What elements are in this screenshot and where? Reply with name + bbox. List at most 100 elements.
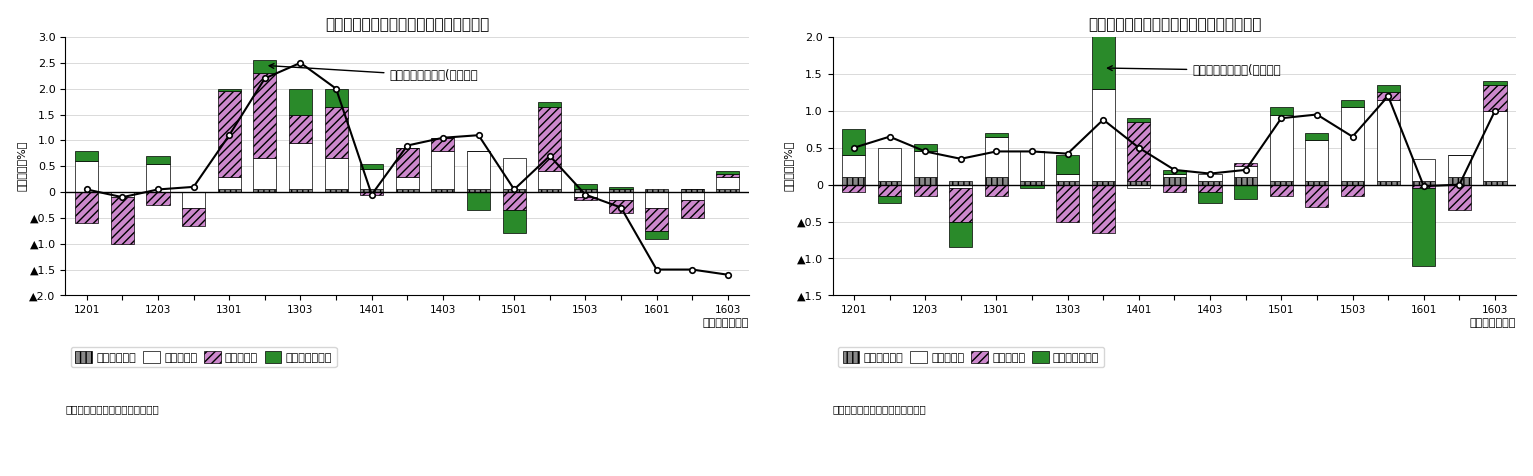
Bar — [645, 189, 668, 192]
Bar — [431, 138, 454, 151]
Bar — [1305, 133, 1329, 140]
Bar — [325, 159, 348, 189]
Y-axis label: （前年差、%）: （前年差、%） — [17, 141, 26, 191]
Bar — [360, 189, 383, 192]
Bar — [842, 129, 866, 155]
Bar — [1377, 181, 1400, 185]
X-axis label: （年・四半期）: （年・四半期） — [702, 318, 750, 328]
Bar — [1447, 185, 1472, 210]
Bar — [1234, 185, 1257, 199]
Bar — [1234, 177, 1257, 185]
Bar — [984, 137, 1007, 177]
Title: 売上高経常利益率の要因分解（非製造業）: 売上高経常利益率の要因分解（非製造業） — [1088, 17, 1262, 32]
Bar — [878, 181, 901, 185]
Bar — [468, 189, 491, 192]
Bar — [147, 156, 170, 164]
Bar — [325, 189, 348, 192]
Bar — [1056, 185, 1079, 221]
Bar — [75, 192, 98, 223]
Bar — [503, 192, 526, 210]
Bar — [1447, 155, 1472, 177]
Title: 売上高経常利益率の要因分解（製造業）: 売上高経常利益率の要因分解（製造業） — [325, 17, 489, 32]
Y-axis label: （前年差、%）: （前年差、%） — [783, 141, 794, 191]
Bar — [949, 221, 972, 248]
Bar — [1091, 185, 1114, 233]
Bar — [645, 192, 668, 208]
Bar — [253, 60, 276, 73]
Bar — [1412, 185, 1435, 188]
Bar — [914, 144, 937, 151]
Bar — [1021, 185, 1044, 188]
Bar — [503, 159, 526, 189]
Bar — [984, 133, 1007, 137]
Text: （資料）財務省「法人企業統計」: （資料）財務省「法人企業統計」 — [832, 404, 926, 414]
Bar — [573, 184, 596, 189]
X-axis label: （年・四半期）: （年・四半期） — [1470, 318, 1516, 328]
Bar — [75, 161, 98, 192]
Bar — [538, 189, 561, 192]
Bar — [1269, 107, 1292, 115]
Bar — [1164, 177, 1187, 185]
Bar — [360, 169, 383, 189]
Bar — [984, 177, 1007, 185]
Bar — [610, 200, 633, 213]
Bar — [253, 159, 276, 189]
Bar — [1021, 181, 1044, 185]
Bar — [716, 171, 739, 174]
Bar — [1484, 85, 1507, 111]
Bar — [325, 107, 348, 159]
Bar — [949, 188, 972, 221]
Bar — [1199, 185, 1222, 192]
Bar — [1056, 181, 1079, 185]
Bar — [1269, 115, 1292, 181]
Bar — [1199, 181, 1222, 185]
Bar — [538, 171, 561, 189]
Bar — [716, 174, 739, 177]
Bar — [1269, 185, 1292, 196]
Bar — [1091, 89, 1114, 181]
Bar — [1127, 185, 1150, 188]
Text: 売上高経常利益率(前年差）: 売上高経常利益率(前年差） — [270, 64, 478, 82]
Bar — [1305, 185, 1329, 207]
Bar — [573, 189, 596, 192]
Bar — [1447, 177, 1472, 185]
Bar — [878, 185, 901, 196]
Bar — [1484, 111, 1507, 181]
Bar — [573, 197, 596, 200]
Bar — [253, 73, 276, 159]
Bar — [681, 189, 704, 192]
Bar — [147, 192, 170, 205]
Bar — [503, 189, 526, 192]
Bar — [538, 107, 561, 171]
Bar — [218, 189, 241, 192]
Bar — [218, 177, 241, 189]
Bar — [610, 187, 633, 189]
Bar — [1305, 140, 1329, 181]
Bar — [645, 208, 668, 231]
Bar — [1056, 174, 1079, 181]
Bar — [288, 89, 313, 115]
Bar — [1127, 118, 1150, 122]
Bar — [182, 192, 205, 208]
Bar — [914, 185, 937, 196]
Bar — [1377, 100, 1400, 181]
Bar — [610, 189, 633, 192]
Bar — [681, 200, 704, 218]
Bar — [1269, 181, 1292, 185]
Bar — [949, 185, 972, 188]
Bar — [503, 210, 526, 233]
Bar — [538, 101, 561, 107]
Bar — [716, 177, 739, 189]
Bar — [1164, 185, 1187, 192]
Bar — [1199, 174, 1222, 181]
Bar — [949, 181, 972, 185]
Bar — [1412, 159, 1435, 181]
Bar — [147, 164, 170, 192]
Bar — [110, 197, 133, 244]
Bar — [110, 192, 133, 197]
Bar — [325, 89, 348, 107]
Bar — [1091, 181, 1114, 185]
Bar — [182, 208, 205, 226]
Bar — [645, 231, 668, 238]
Bar — [468, 151, 491, 189]
